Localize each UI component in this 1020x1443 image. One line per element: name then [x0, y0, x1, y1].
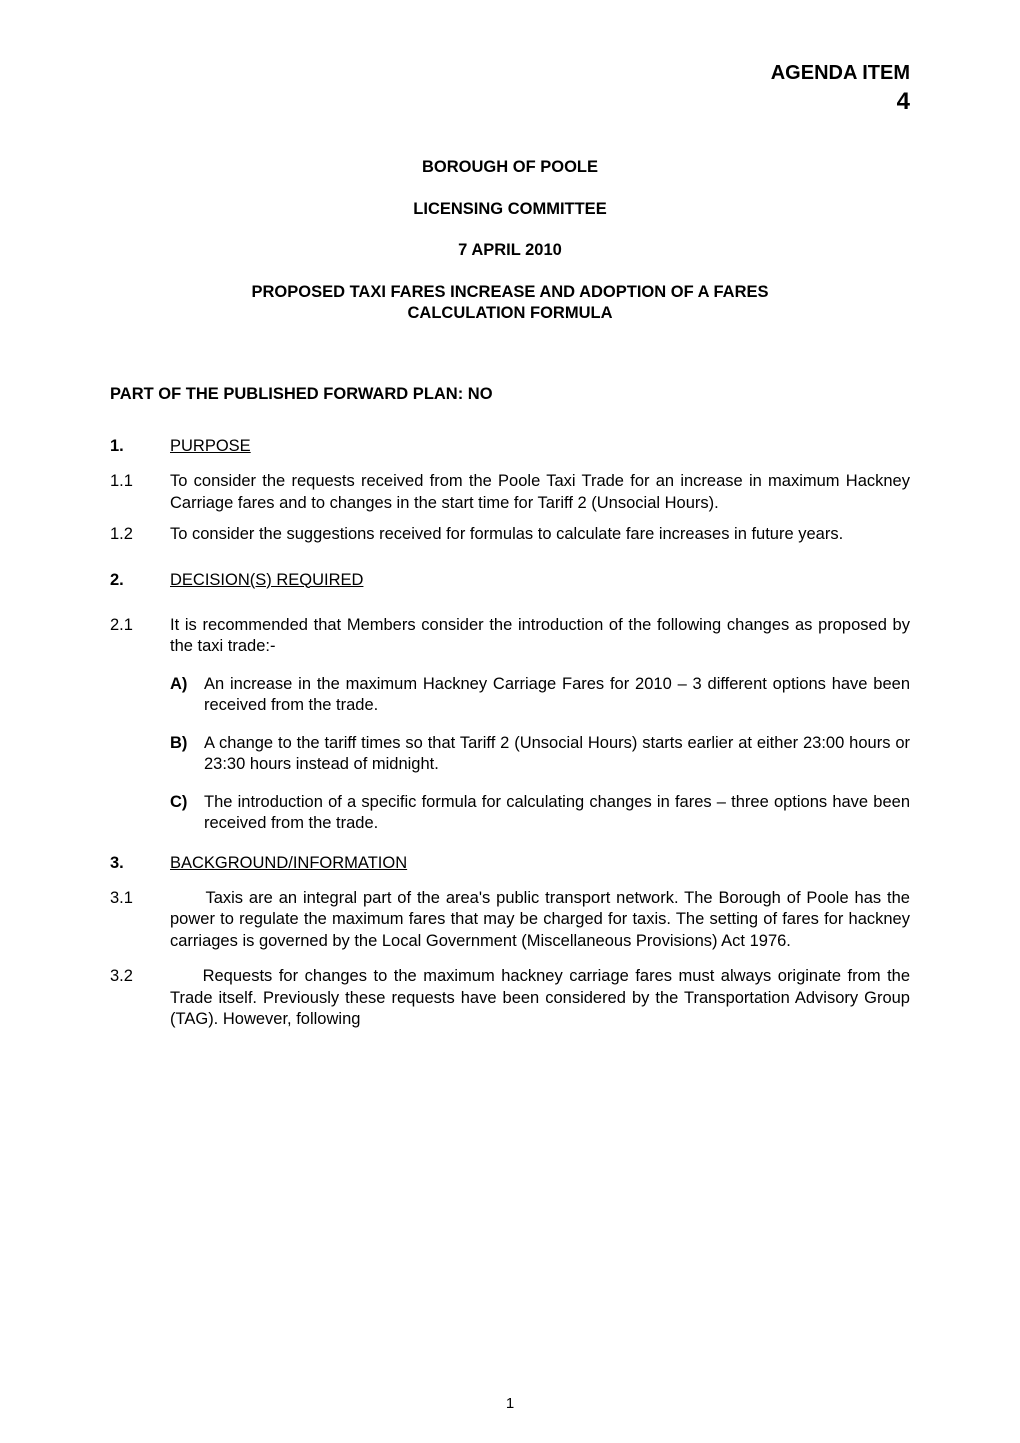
para-text: Requests for changes to the maximum hack… — [170, 966, 910, 1030]
section-1-num: 1. — [110, 436, 170, 457]
option-text: A change to the tariff times so that Tar… — [204, 733, 910, 776]
option-letter: C) — [170, 792, 204, 813]
para-num: 2.1 — [110, 615, 170, 636]
para-1-1: 1.1 To consider the requests received fr… — [110, 471, 910, 514]
section-1-heading: 1. PURPOSE — [110, 436, 910, 457]
title-block: BOROUGH OF POOLE LICENSING COMMITTEE 7 A… — [110, 157, 910, 324]
section-3-num: 3. — [110, 853, 170, 874]
agenda-header: AGENDA ITEM 4 — [110, 60, 910, 117]
para-inner: Requests for changes to the maximum hack… — [170, 967, 910, 1028]
option-b: B) A change to the tariff times so that … — [170, 733, 910, 776]
meeting-date: 7 APRIL 2010 — [110, 240, 910, 261]
para-3-1: 3.1 Taxis are an integral part of the ar… — [110, 888, 910, 952]
section-2-title: DECISION(S) REQUIRED — [170, 570, 910, 591]
option-a: A) An increase in the maximum Hackney Ca… — [170, 674, 910, 717]
section-2-heading: 2. DECISION(S) REQUIRED — [110, 570, 910, 591]
section-1-title: PURPOSE — [170, 436, 910, 457]
option-letter: B) — [170, 733, 204, 754]
para-num: 3.1 — [110, 888, 170, 909]
page-number: 1 — [0, 1394, 1020, 1414]
agenda-number: 4 — [110, 86, 910, 117]
option-text: The introduction of a specific formula f… — [204, 792, 910, 835]
doc-title-line1: PROPOSED TAXI FARES INCREASE AND ADOPTIO… — [251, 283, 768, 301]
option-letter: A) — [170, 674, 204, 695]
forward-plan-line: PART OF THE PUBLISHED FORWARD PLAN: NO — [110, 384, 910, 405]
para-text: To consider the requests received from t… — [170, 471, 910, 514]
para-2-1: 2.1 It is recommended that Members consi… — [110, 615, 910, 658]
para-1-2: 1.2 To consider the suggestions received… — [110, 524, 910, 545]
para-text: To consider the suggestions received for… — [170, 524, 910, 545]
org-name: BOROUGH OF POOLE — [110, 157, 910, 178]
agenda-label: AGENDA ITEM — [771, 62, 910, 84]
para-num: 1.1 — [110, 471, 170, 492]
section-3-title: BACKGROUND/INFORMATION — [170, 853, 910, 874]
option-text: An increase in the maximum Hackney Carri… — [204, 674, 910, 717]
para-3-2: 3.2 Requests for changes to the maximum … — [110, 966, 910, 1030]
section-3-heading: 3. BACKGROUND/INFORMATION — [110, 853, 910, 874]
para-num: 3.2 — [110, 966, 170, 987]
doc-title-line2: CALCULATION FORMULA — [408, 304, 613, 322]
committee-name: LICENSING COMMITTEE — [110, 199, 910, 220]
para-inner: Taxis are an integral part of the area's… — [170, 889, 910, 950]
para-num: 1.2 — [110, 524, 170, 545]
section-2-num: 2. — [110, 570, 170, 591]
option-c: C) The introduction of a specific formul… — [170, 792, 910, 835]
para-text: Taxis are an integral part of the area's… — [170, 888, 910, 952]
page: AGENDA ITEM 4 BOROUGH OF POOLE LICENSING… — [0, 0, 1020, 1443]
doc-title: PROPOSED TAXI FARES INCREASE AND ADOPTIO… — [110, 282, 910, 325]
para-text: It is recommended that Members consider … — [170, 615, 910, 658]
